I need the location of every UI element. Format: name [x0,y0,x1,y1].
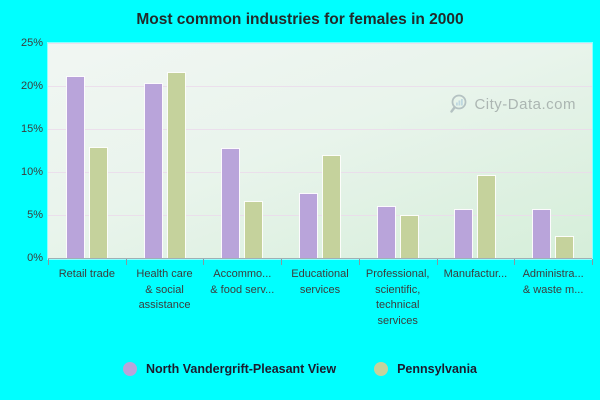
legend-item-state: Pennsylvania [374,362,477,376]
plot-area: City-Data.com [48,43,592,259]
bar-series1-cat6 [454,208,474,258]
x-tick [358,259,360,265]
y-tick-label: 20% [20,80,43,92]
x-category-label-2: Health care & social assistance [136,268,193,311]
gridline-15 [48,129,592,130]
x-category-label-4: Educational services [291,268,349,296]
x-category-label-7: Administra... & waste m... [522,268,584,296]
x-category-label-6: Manufactur... [443,268,508,280]
x-tick [281,259,283,265]
y-tick-label: 15% [20,123,43,135]
legend-dot-place [122,362,137,376]
bar-series1-cat5 [376,205,396,258]
chart-title: Most common industries for females in 20… [136,11,464,28]
x-tick [48,259,49,265]
x-tick [203,259,205,265]
gridline-20 [48,86,592,87]
y-tick-label: 25% [20,37,43,49]
x-category-label-1: Retail trade [58,268,115,280]
magnifier-icon [450,94,467,113]
legend: North Vandergrift-Pleasant View Pennsylv… [0,362,600,376]
bar-series2-cat7 [555,235,575,258]
bar-series1-cat4 [299,192,318,258]
y-tick-label: 5% [27,209,43,221]
bar-series1-cat3 [221,147,241,258]
bar-series1-cat7 [532,208,552,258]
bar-series2-cat5 [399,215,419,258]
bar-series2-cat6 [477,174,497,258]
y-tick-label: 10% [20,166,43,178]
gridline-5 [48,215,592,216]
bar-series2-cat4 [322,154,341,258]
x-tick [514,259,516,265]
watermark: City-Data.com [449,93,576,115]
gridline-10 [48,172,592,173]
gridline-25 [48,43,592,44]
x-tick [436,259,438,265]
bar-series1-cat1 [65,75,85,258]
x-category-label-3: Accommo... & food serv... [210,268,275,296]
x-tick [592,259,593,265]
legend-label-place: North Vandergrift-Pleasant View [145,362,337,376]
bar-series1-cat2 [143,83,163,258]
legend-label-state: Pennsylvania [397,362,477,376]
x-category-label-5: Professional, scientific, technical service… [365,268,430,327]
bar-series2-cat3 [244,201,264,258]
legend-dot-state [374,362,389,376]
bar-series2-cat1 [88,147,108,258]
x-tick [125,259,127,265]
legend-item-place: North Vandergrift-Pleasant View [122,362,337,376]
bar-series2-cat2 [166,72,186,258]
watermark-text: City-Data.com [474,95,576,113]
y-tick-label: 0% [27,252,43,264]
